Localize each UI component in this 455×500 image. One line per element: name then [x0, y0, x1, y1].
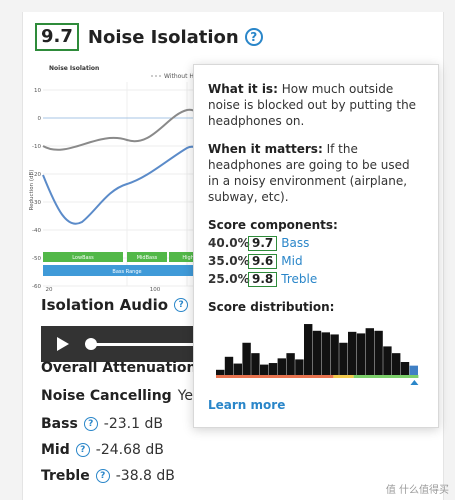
- component-link[interactable]: Treble: [281, 272, 318, 286]
- distribution-scale-segment: [216, 375, 334, 378]
- component-score: 9.7: [248, 235, 278, 251]
- x-tick: 100: [150, 287, 161, 292]
- bass-row: Bass ? -23.1 dB: [41, 416, 163, 432]
- help-icon[interactable]: ?: [83, 417, 98, 431]
- mid-label: Mid: [41, 442, 70, 458]
- distribution-bar: [312, 330, 322, 375]
- what-text: How much outside noise is blocked out by…: [208, 82, 417, 128]
- y-tick: -30: [32, 200, 41, 206]
- score-tooltip: What it is: How much outside noise is bl…: [193, 64, 439, 428]
- y-tick: -20: [32, 172, 41, 178]
- tooltip-score-components: Score components: 40.0% 9.7 Bass 35.0% 9…: [208, 217, 424, 287]
- distribution-bar: [233, 363, 242, 375]
- y-tick: -40: [32, 228, 41, 234]
- distribution-bar: [348, 331, 357, 375]
- overall-attenuation-label: Overall Attenuation: [41, 360, 197, 376]
- treble-value: -38.8 dB: [115, 468, 175, 484]
- y-tick: -60: [32, 284, 41, 290]
- distribution-scale-segment: [333, 375, 354, 378]
- distribution-bar: [321, 332, 330, 375]
- component-link[interactable]: Bass: [281, 236, 310, 250]
- what-heading: What it is:: [208, 82, 278, 96]
- distribution-bar: [286, 353, 295, 375]
- score-badge: 9.7: [35, 23, 79, 51]
- noise-cancelling-label: Noise Cancelling: [41, 388, 172, 404]
- distribution-bar: [224, 356, 234, 375]
- component-row: 25.0% 9.8 Treble: [208, 271, 424, 287]
- section-title: Noise Isolation: [87, 26, 239, 48]
- tooltip-score-distribution: Score distribution:: [208, 299, 424, 393]
- x-tick: 20: [46, 287, 53, 292]
- distribution-bar: [295, 359, 304, 375]
- y-tick: -10: [32, 144, 41, 150]
- distribution-bar: [242, 342, 251, 375]
- component-link[interactable]: Mid: [281, 254, 303, 268]
- noise-cancelling-row: Noise Cancelling Yes: [41, 388, 200, 404]
- distribution-bar: [339, 342, 348, 375]
- isolation-audio-label: Isolation Audio: [41, 296, 169, 314]
- distribution-bar: [365, 328, 374, 375]
- distribution-bar: [330, 334, 339, 375]
- distribution-heading: Score distribution:: [208, 300, 335, 314]
- learn-more-link[interactable]: Learn more: [208, 398, 286, 412]
- play-icon[interactable]: [57, 337, 69, 351]
- watermark: 值 什么值得买: [385, 485, 449, 496]
- range-label: Bass Range: [112, 269, 141, 275]
- tooltip-what-it-is: What it is: How much outside noise is bl…: [208, 81, 424, 129]
- y-tick: -50: [32, 256, 41, 262]
- distribution-bar: [409, 365, 418, 375]
- help-icon[interactable]: ?: [75, 443, 90, 457]
- distribution-bar: [268, 363, 278, 375]
- treble-row: Treble ? -38.8 dB: [41, 468, 175, 484]
- distribution-bar: [304, 324, 313, 375]
- section-header: 9.7 Noise Isolation ?: [35, 22, 263, 52]
- bass-label: Bass: [41, 416, 78, 432]
- score-marker-icon: [410, 380, 419, 385]
- bass-value: -23.1 dB: [103, 416, 163, 432]
- component-row: 40.0% 9.7 Bass: [208, 235, 424, 251]
- help-icon[interactable]: ?: [95, 469, 110, 483]
- distribution-bar: [374, 330, 383, 375]
- y-axis-label: Reduction (dB): [29, 170, 35, 211]
- y-tick: 10: [34, 88, 41, 94]
- component-score: 9.6: [248, 253, 278, 269]
- when-text: If the headphones are going to be used i…: [208, 142, 410, 204]
- component-pct: 35.0%: [208, 254, 250, 268]
- component-pct: 25.0%: [208, 272, 250, 286]
- x-tick-labels: 20 100: [46, 287, 161, 292]
- band-label: MidBass: [137, 255, 158, 261]
- mid-row: Mid ? -24.68 dB: [41, 442, 164, 458]
- y-tick: 0: [38, 116, 42, 122]
- distribution-bar: [216, 369, 225, 375]
- help-icon[interactable]: ?: [174, 298, 189, 312]
- distribution-scale-segment: [353, 375, 419, 378]
- score-distribution-chart: [216, 324, 419, 385]
- band-label: LowBass: [72, 255, 94, 261]
- tooltip-when-it-matters: When it matters: If the headphones are g…: [208, 141, 424, 205]
- y-tick-labels: 10 0 -10 -20 -30 -40 -50 -60: [32, 88, 41, 290]
- mid-value: -24.68 dB: [95, 442, 164, 458]
- when-heading: When it matters:: [208, 142, 323, 156]
- distribution-bar: [356, 333, 366, 375]
- distribution-bar: [400, 362, 410, 375]
- overall-attenuation-row: Overall Attenuation: [41, 360, 203, 376]
- distribution-bar: [392, 353, 401, 375]
- distribution-bar: [383, 346, 392, 375]
- audio-player: [41, 326, 201, 362]
- distribution-bar: [277, 358, 286, 375]
- distribution-bar: [260, 364, 269, 375]
- audio-progress-track[interactable]: [89, 343, 201, 346]
- help-icon[interactable]: ?: [244, 28, 263, 46]
- audio-progress-knob[interactable]: [85, 338, 97, 350]
- component-score: 9.8: [248, 271, 278, 287]
- distribution-bar: [251, 353, 260, 375]
- isolation-audio-title: Isolation Audio ?: [41, 296, 189, 314]
- treble-label: Treble: [41, 468, 90, 484]
- component-row: 35.0% 9.6 Mid: [208, 253, 424, 269]
- component-pct: 40.0%: [208, 236, 250, 250]
- graph-legend-text: Without He: [164, 73, 198, 80]
- graph-title: Noise Isolation: [49, 65, 99, 72]
- components-heading: Score components:: [208, 218, 338, 232]
